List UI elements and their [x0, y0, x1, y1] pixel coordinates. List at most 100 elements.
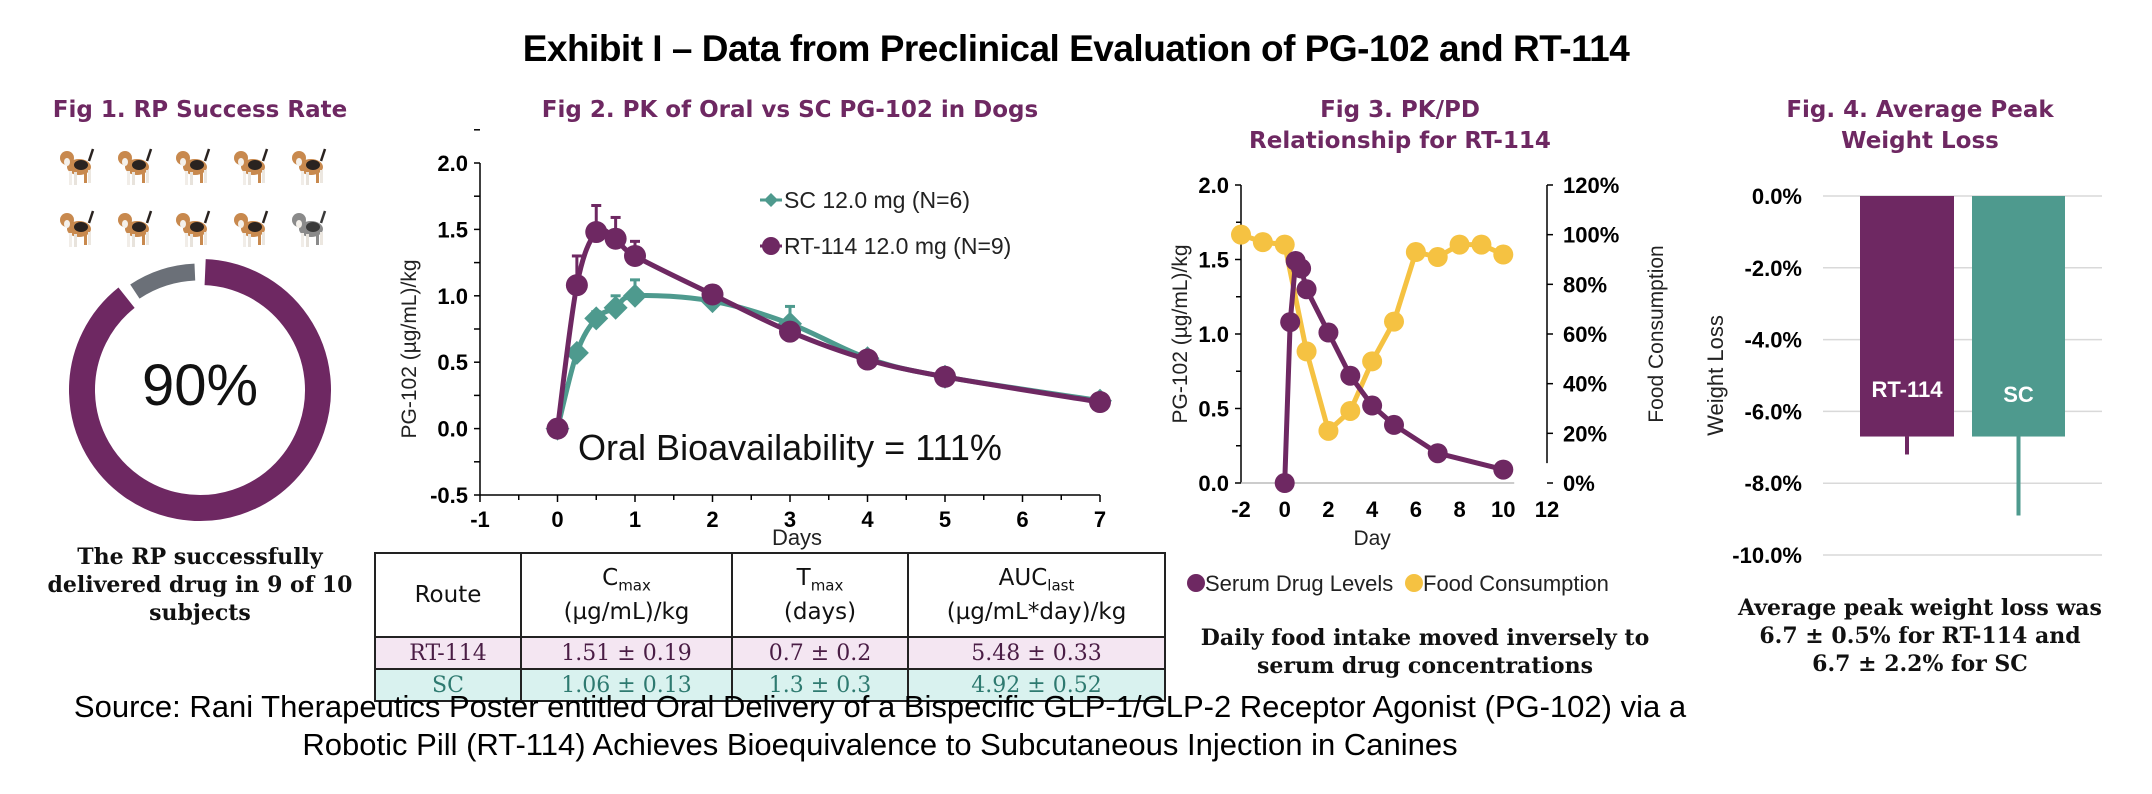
dog-icon-success: [113, 145, 171, 193]
serum-data-point: [1384, 414, 1404, 435]
sc-data-point: [584, 306, 609, 331]
source-line2: Robotic Pill (RT-114) Achieves Bioequiva…: [302, 727, 1458, 762]
header-cmax: Cmax (µg/mL)/kg: [520, 552, 733, 638]
legend-marker-food: [1405, 574, 1423, 592]
serum-data-point: [1427, 443, 1448, 464]
header-tmax: Tmax (days): [731, 552, 909, 638]
fig3-x-axis-label: Day: [1353, 527, 1391, 550]
header-unit: (days): [783, 598, 857, 625]
fig3-y-tick-label: 2.0: [1198, 173, 1229, 198]
sc-data-point: [564, 340, 589, 365]
header-route: Route: [374, 552, 522, 638]
food-data-point: [1274, 234, 1295, 255]
bar-label: SC: [2003, 382, 2034, 407]
dog-icon-success: [229, 145, 287, 193]
fig4-title-line1: Fig. 4. Average Peak: [1786, 97, 2054, 123]
dog-icon-failure: [287, 207, 345, 255]
header-subscript: last: [1047, 576, 1075, 595]
dog-icon-success: [113, 207, 171, 255]
fig2-x-tick-label: -1: [470, 507, 490, 532]
food-data-point: [1449, 234, 1470, 255]
header-unit: (µg/mL*day)/kg: [946, 598, 1127, 625]
dog-icon-success: [287, 145, 345, 193]
fig3-y2-tick-label: 120%: [1563, 173, 1619, 198]
fig3-x-tick-label: 8: [1453, 497, 1465, 522]
cell-tmax: 1.3 ± 0.3: [731, 668, 909, 702]
fig3-pkpd-chart: 0.0 0.5 1.0 1.5 2.0 0% 20% 40% 60% 80% 100% 120% -2 0…: [1169, 173, 1668, 596]
serum-data-point: [1493, 459, 1514, 480]
fig3-x-tick-label: 6: [1410, 497, 1422, 522]
header-label: T: [796, 565, 811, 592]
fig2-x-tick-label: 4: [861, 507, 874, 532]
serum-data-point: [1291, 258, 1312, 279]
fig2-x-tick-label: 1: [629, 507, 641, 532]
food-data-point: [1340, 400, 1361, 421]
fig2-x-tick-label: 7: [1094, 507, 1106, 532]
food-data-point: [1362, 351, 1383, 372]
dog-icon-success: [55, 145, 113, 193]
dog-icon-success: [171, 207, 229, 255]
food-data-point: [1296, 341, 1317, 362]
fig2-x-axis-label: Days: [772, 525, 822, 550]
fig3-y-tick-label: 0.0: [1198, 471, 1229, 496]
fig3-y-tick-label: 1.0: [1198, 322, 1229, 347]
fig3-x-tick-label: -2: [1231, 497, 1251, 522]
fig3-x-tick-label: 2: [1322, 497, 1334, 522]
food-data-point: [1427, 247, 1448, 268]
cell-auc: 5.48 ± 0.33: [907, 636, 1166, 670]
header-label: C: [602, 565, 619, 592]
bar-rt114: [1860, 196, 1954, 437]
legend-marker-circle: [762, 237, 780, 255]
fig3-y-tick-label: 1.5: [1198, 248, 1229, 273]
fig4-title: Fig. 4. Average Peak Weight Loss: [1700, 95, 2140, 157]
rt114-data-point: [565, 274, 588, 297]
fig3-title-line1: Fig 3. PK/PD: [1320, 97, 1480, 123]
source-citation: Source: Rani Therapeutics Poster entitle…: [0, 688, 1760, 764]
bioavailability-annotation: Oral Bioavailability = 111%: [578, 427, 1002, 468]
fig3-x-tick-label: 4: [1366, 497, 1379, 522]
food-data-point: [1493, 244, 1514, 265]
rt114-data-point: [1089, 391, 1111, 414]
fig4-y-tick-label: -4.0%: [1745, 328, 1802, 353]
fig2-title: Fig 2. PK of Oral vs SC PG-102 in Dogs: [541, 97, 1039, 123]
cell-tmax: 0.7 ± 0.2: [731, 636, 909, 670]
fig4-caption-line2: 6.7 ± 0.5% for RT-114 and: [1759, 623, 2081, 649]
fig2-x-tick-label: 6: [1016, 507, 1028, 532]
donut-slice-success: [69, 259, 331, 521]
sc-data-point: [603, 295, 628, 320]
cell-cmax: 1.06 ± 0.13: [520, 668, 733, 702]
table-row: SC 1.06 ± 0.13 1.3 ± 0.3 4.92 ± 0.52: [374, 668, 1166, 702]
legend-marker-diamond: [764, 193, 778, 207]
pk-parameters-table: Route Cmax (µg/mL)/kg Tmax (days) AUClast (…: [374, 552, 1166, 702]
sc-data-point: [623, 283, 647, 308]
rt114-data-point: [701, 283, 724, 306]
source-line1: Source: Rani Therapeutics Poster entitle…: [73, 689, 1687, 724]
fig2-y-tick-label: 2.0: [437, 151, 468, 176]
serum-data-point: [1318, 322, 1339, 343]
donut-center-label: 90%: [142, 353, 258, 418]
food-data-point: [1252, 232, 1273, 253]
fig1-donut-chart: 90%: [69, 259, 331, 521]
donut-slice-failure: [130, 263, 196, 299]
fig4-y-tick-label: 0.0%: [1752, 184, 1802, 209]
rt114-data-point: [856, 348, 879, 371]
food-data-point: [1471, 234, 1492, 255]
fig4-y-tick-label: -10.0%: [1732, 543, 1802, 568]
rt114-data-point: [546, 417, 569, 440]
fig3-y-axis-label: PG-102 (µg/mL)/kg: [1169, 245, 1192, 424]
exhibit-title: Exhibit I – Data from Preclinical Evalua…: [522, 28, 1630, 69]
rt114-data-point: [934, 365, 956, 388]
fig3-y2-tick-label: 0%: [1563, 471, 1595, 496]
cell-route: RT-114: [374, 636, 522, 670]
food-data-point: [1231, 224, 1251, 245]
dog-icon-success: [55, 207, 113, 255]
legend-label-serum: Serum Drug Levels: [1205, 571, 1393, 596]
dog-icon-grid: [55, 145, 345, 255]
fig3-y2-tick-label: 20%: [1563, 421, 1607, 446]
fig2-y-tick-label: 1.0: [437, 284, 468, 309]
cell-route: SC: [374, 668, 522, 702]
header-subscript: max: [810, 576, 844, 595]
fig2-y-tick-label: -0.5: [430, 483, 468, 508]
fig2-pk-chart: Oral Bioavailability = 111% -0.5 0.0 0.5 1.…: [398, 129, 1112, 550]
food-data-point: [1405, 242, 1426, 263]
